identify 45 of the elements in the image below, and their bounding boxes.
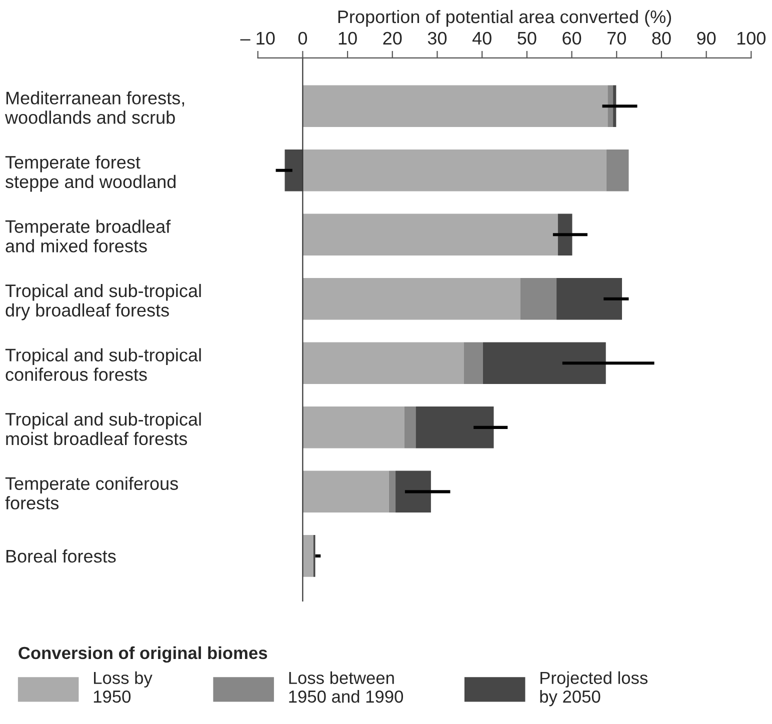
- y-tick-label: Boreal forests: [6, 549, 116, 563]
- bar: [302, 470, 389, 513]
- y-tick-label: Mediterranean forests, woodlands and scrub: [4, 91, 184, 124]
- bar: [284, 149, 303, 192]
- legend-label: Loss between 1950 and 1990: [289, 671, 404, 703]
- bar: [302, 535, 314, 577]
- legend-title: Conversion of original biomes: [18, 646, 268, 663]
- bar: [464, 342, 483, 384]
- y-tick-label: Temperate coniferous forests: [5, 476, 178, 510]
- y-tick-label: Tropical and sub-tropical moist broadleaf forests: [5, 412, 201, 446]
- legend-label: Loss by 1950: [94, 671, 152, 703]
- bar: [608, 85, 614, 127]
- x-tick-label: 20: [383, 32, 402, 45]
- y-tick-label: Tropical and sub-tropical coniferous forests: [5, 348, 201, 381]
- bar: [556, 278, 622, 320]
- x-tick-label: 90: [697, 32, 716, 45]
- x-tick-label: 30: [428, 32, 447, 45]
- x-tick-label: 80: [652, 32, 671, 45]
- y-tick-label: Temperate broadleaf and mixed forests: [5, 220, 171, 252]
- bar: [558, 214, 572, 256]
- x-tick-label: 10: [338, 32, 357, 45]
- bar: [302, 342, 464, 384]
- x-tick-label: 0: [298, 32, 308, 45]
- bar: [606, 149, 629, 192]
- bar: [416, 406, 494, 448]
- x-tick-label: 40: [472, 32, 492, 45]
- bar: [482, 342, 606, 384]
- bar: [302, 406, 404, 448]
- y-tick-label: Temperate forest steppe and woodland: [5, 155, 176, 192]
- bar: [302, 85, 608, 127]
- bar: [396, 470, 431, 513]
- bar: [302, 149, 606, 192]
- x-tick-label: 70: [608, 32, 626, 45]
- bar: [388, 470, 396, 513]
- bar: [520, 278, 557, 320]
- bar: [302, 214, 558, 256]
- bar: [404, 406, 416, 448]
- x-tick-label: – 10: [240, 32, 275, 45]
- x-tick-label: 100: [737, 32, 766, 45]
- legend-label: Projected loss by 2050: [540, 671, 648, 706]
- y-tick-label: Tropical and sub-tropical dry broadleaf forests: [5, 284, 201, 320]
- bar: [302, 278, 520, 320]
- x-tick-label: 60: [562, 32, 582, 45]
- x-axis-title: Proportion of potential area converted (%): [338, 10, 672, 27]
- x-tick-label: 50: [518, 32, 536, 45]
